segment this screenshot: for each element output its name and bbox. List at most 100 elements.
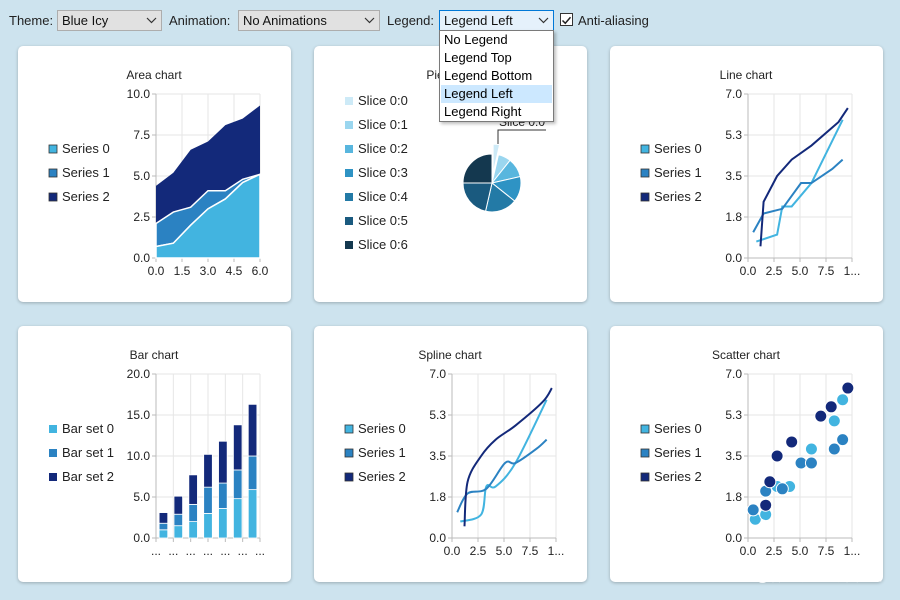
line-series-0 — [755, 119, 844, 243]
legend-combobox[interactable]: Legend Left — [439, 10, 554, 31]
dropdown-option-legend-right[interactable]: Legend Right — [444, 104, 522, 119]
animation-value: No Animations — [243, 13, 327, 28]
y-tick-label: 5.3 — [725, 408, 742, 422]
y-tick-label: 0.0 — [133, 251, 150, 265]
x-tick-label: 1.5 — [174, 264, 191, 278]
bar-set-2-bar — [203, 453, 213, 488]
x-tick-label: 0.0 — [444, 544, 461, 558]
bar-chart-card: Bar chart 0.0 5.0 10.0 15.0 20.0.............… — [18, 326, 291, 582]
chart-title: Scatter chart — [712, 348, 781, 362]
legend-marker — [345, 145, 353, 153]
bar-set-0-bar — [247, 489, 258, 539]
bar-set-1-bar — [247, 455, 258, 491]
legend-marker — [48, 168, 58, 178]
legend-label: Series 2 — [62, 189, 110, 204]
dropdown-option-legend-left[interactable]: Legend Left — [441, 85, 552, 103]
line-series-2 — [463, 387, 553, 527]
theme-combobox[interactable]: Blue Icy — [57, 10, 162, 31]
legend-marker — [640, 168, 650, 178]
y-tick-label: 1.8 — [429, 490, 446, 504]
x-tick-label: ... — [255, 544, 265, 558]
antialiasing-checkbox[interactable] — [560, 13, 573, 26]
legend-label: Slice 0:5 — [358, 213, 408, 228]
bar-chart: Bar chart 0.0 5.0 10.0 15.0 20.0.............… — [49, 348, 265, 558]
scatter-point — [824, 400, 838, 414]
x-tick-label: 5.0 — [496, 544, 513, 558]
toolbar: Theme: Blue Icy Animation: No Animations… — [0, 0, 900, 40]
chevron-down-icon — [146, 17, 157, 24]
dropdown-option-legend-top[interactable]: Legend Top — [444, 50, 512, 65]
scatter-point — [770, 449, 784, 463]
y-tick-label: 0.0 — [725, 531, 742, 545]
watermark: @稀土掘金技术社区 — [755, 568, 882, 584]
y-tick-label: 3.5 — [429, 449, 446, 463]
y-tick-label: 5.0 — [133, 490, 150, 504]
area-chart: Area chart 0.0 2.5 5.0 7.5 10.0 0.0 1.5 3.0 4.5 6.… — [48, 68, 269, 278]
legend-label: Series 2 — [358, 469, 406, 484]
y-tick-label: 7.0 — [725, 87, 742, 101]
x-tick-label: 0.0 — [740, 544, 757, 558]
legend-label: Series 1 — [358, 445, 406, 460]
bar-set-2-bar — [218, 440, 228, 484]
x-tick-label: ... — [151, 544, 161, 558]
legend-label: Slice 0:6 — [358, 237, 408, 252]
bar-set-2-bar — [188, 474, 198, 505]
x-tick-label: ... — [186, 544, 196, 558]
y-tick-label: 20.0 — [127, 367, 151, 381]
x-tick-label: 2.5 — [470, 544, 487, 558]
bar-set-2-bar — [233, 424, 243, 471]
x-tick-label: 5.0 — [792, 544, 809, 558]
x-tick-label: 2.5 — [766, 264, 783, 278]
x-tick-label: 1... — [548, 544, 565, 558]
legend-marker — [49, 425, 57, 433]
legend-marker — [640, 424, 650, 434]
y-tick-label: 15.0 — [127, 408, 151, 422]
x-tick-label: ... — [220, 544, 230, 558]
legend-label: Bar set 1 — [62, 445, 114, 460]
dropdown-option-legend-bottom[interactable]: Legend Bottom — [444, 68, 533, 83]
legend-value: Legend Left — [444, 13, 513, 28]
x-tick-label: 7.5 — [818, 264, 835, 278]
legend-marker — [49, 473, 57, 481]
legend-label: Slice 0:4 — [358, 189, 408, 204]
line-series-0 — [460, 399, 548, 523]
scatter-point — [759, 498, 773, 512]
legend-label: Series 0 — [654, 421, 702, 436]
spline-chart-card: Spline chart 0.0 1.8 3.5 5.3 7.0 0.0 2.5 5.0 7.5 1… — [314, 326, 587, 582]
animation-combobox[interactable]: No Animations — [238, 10, 380, 31]
legend-label: Slice 0:0 — [358, 93, 408, 108]
pie-slice-0 — [492, 143, 501, 174]
scatter-point — [804, 442, 818, 456]
y-tick-label: 3.5 — [725, 169, 742, 183]
y-tick-label: 7.5 — [133, 128, 150, 142]
scatter-point — [836, 393, 850, 407]
scatter-point — [841, 381, 855, 395]
legend-dropdown-list: No Legend Legend Top Legend Bottom Legen… — [439, 30, 554, 122]
x-tick-label: 7.5 — [818, 544, 835, 558]
scatter-point — [814, 409, 828, 423]
dropdown-option-no-legend[interactable]: No Legend — [444, 32, 508, 47]
scatter-chart-card: Scatter chart 0.0 1.8 3.5 5.3 7.0 0.0 2.5 5.0 7.5… — [610, 326, 883, 582]
legend-label: Slice 0:1 — [358, 117, 408, 132]
x-tick-label: 2.5 — [766, 544, 783, 558]
legend-marker — [344, 424, 354, 434]
chart-title: Spline chart — [418, 348, 482, 362]
legend-label: Series 1 — [62, 165, 110, 180]
legend-marker — [48, 144, 58, 154]
bar-set-1-bar — [158, 522, 169, 531]
antialiasing-label: Anti-aliasing — [578, 13, 649, 28]
y-tick-label: 10.0 — [127, 87, 151, 101]
x-tick-label: ... — [238, 544, 248, 558]
legend-marker — [345, 97, 353, 105]
pie-slice-6 — [462, 153, 493, 184]
checkmark-icon — [561, 16, 572, 25]
bar-set-0-bar — [233, 498, 243, 539]
y-tick-label: 5.0 — [133, 169, 150, 183]
theme-label: Theme: — [9, 13, 54, 28]
scatter-point — [785, 435, 799, 449]
line-chart-card: Line chart 0.0 1.8 3.5 5.3 7.0 0.0 2.5 5.0 7.5 1..… — [610, 46, 883, 302]
x-tick-label: 1... — [844, 264, 861, 278]
spline-chart: Spline chart 0.0 1.8 3.5 5.3 7.0 0.0 2.5 5.0 7.5 1… — [344, 348, 565, 558]
x-tick-label: 7.5 — [522, 544, 539, 558]
